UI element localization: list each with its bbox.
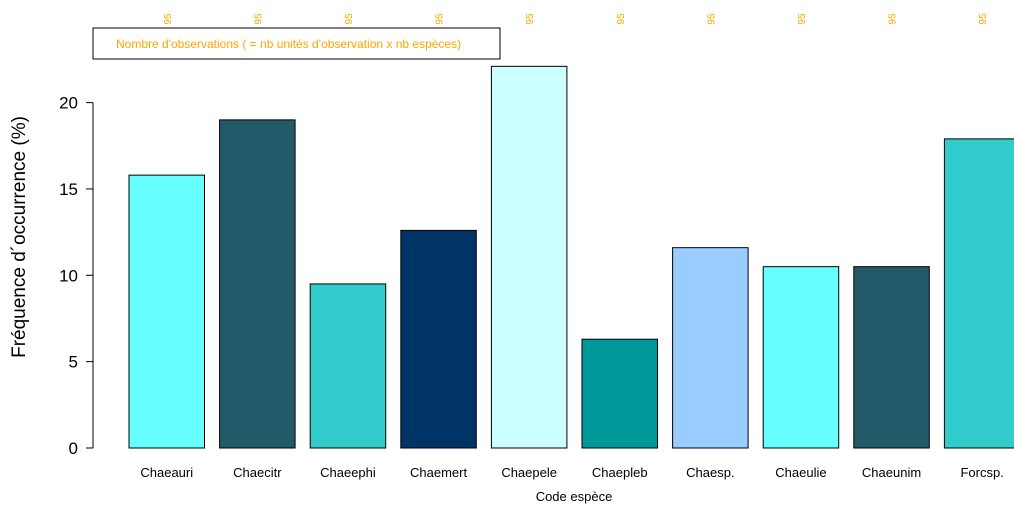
count-label: 95	[525, 13, 536, 25]
y-tick-label: 15	[59, 180, 78, 199]
category-label: Chaecitr	[233, 465, 282, 480]
bar-chaepele	[490, 65, 568, 449]
legend-box	[92, 27, 501, 60]
count-label: 95	[253, 13, 264, 25]
bar-chaeephi	[309, 283, 387, 449]
bar-chaeauri	[128, 174, 205, 449]
category-label: Chaesp.	[686, 465, 734, 480]
category-label: Chaepele	[501, 465, 557, 480]
y-tick-label: 5	[69, 353, 78, 372]
bars	[128, 65, 1014, 449]
category-label: Chaeulie	[775, 465, 826, 480]
category-label: Chaeauri	[140, 465, 193, 480]
y-axis: 0 5 10 15 20	[59, 94, 94, 458]
bar-chaecitr	[219, 119, 296, 449]
y-tick-label: 0	[69, 439, 78, 458]
category-label: Chaeunim	[862, 465, 921, 480]
x-axis-title: Code espèce	[536, 489, 613, 504]
count-label: 95	[978, 13, 989, 25]
legend: Nombre d'observations ( = nb unités d'ob…	[92, 27, 501, 60]
y-axis-title: Fréquence d´occurrence (%)	[9, 116, 30, 358]
count-label: 95	[616, 13, 627, 25]
count-label: 95	[344, 13, 355, 25]
bar-chaeulie	[762, 266, 840, 449]
bar-forcsp	[943, 138, 1014, 449]
category-label: Chaeephi	[320, 465, 376, 480]
count-labels: 95 95 95 95 95 95 95 95 95 95	[163, 13, 989, 25]
bar-chaepleb	[581, 338, 658, 449]
category-label: Chaepleb	[592, 465, 648, 480]
category-label: Chaemert	[410, 465, 467, 480]
y-tick-label: 20	[59, 94, 78, 113]
y-tick-label: 10	[59, 266, 78, 285]
category-label: Forcsp.	[960, 465, 1003, 480]
bar-chaeunim	[853, 266, 930, 449]
count-label: 95	[888, 13, 899, 25]
count-label: 95	[706, 13, 717, 25]
bar-chaesp	[672, 247, 749, 449]
count-label: 95	[797, 13, 808, 25]
count-label: 95	[163, 13, 174, 25]
category-labels: Chaeauri Chaecitr Chaeephi Chaemert Chaepele…	[140, 465, 1003, 480]
bar-chaemert	[400, 229, 477, 449]
count-label: 95	[435, 13, 446, 25]
legend-text: Nombre d'observations ( = nb unités d'ob…	[116, 37, 461, 51]
